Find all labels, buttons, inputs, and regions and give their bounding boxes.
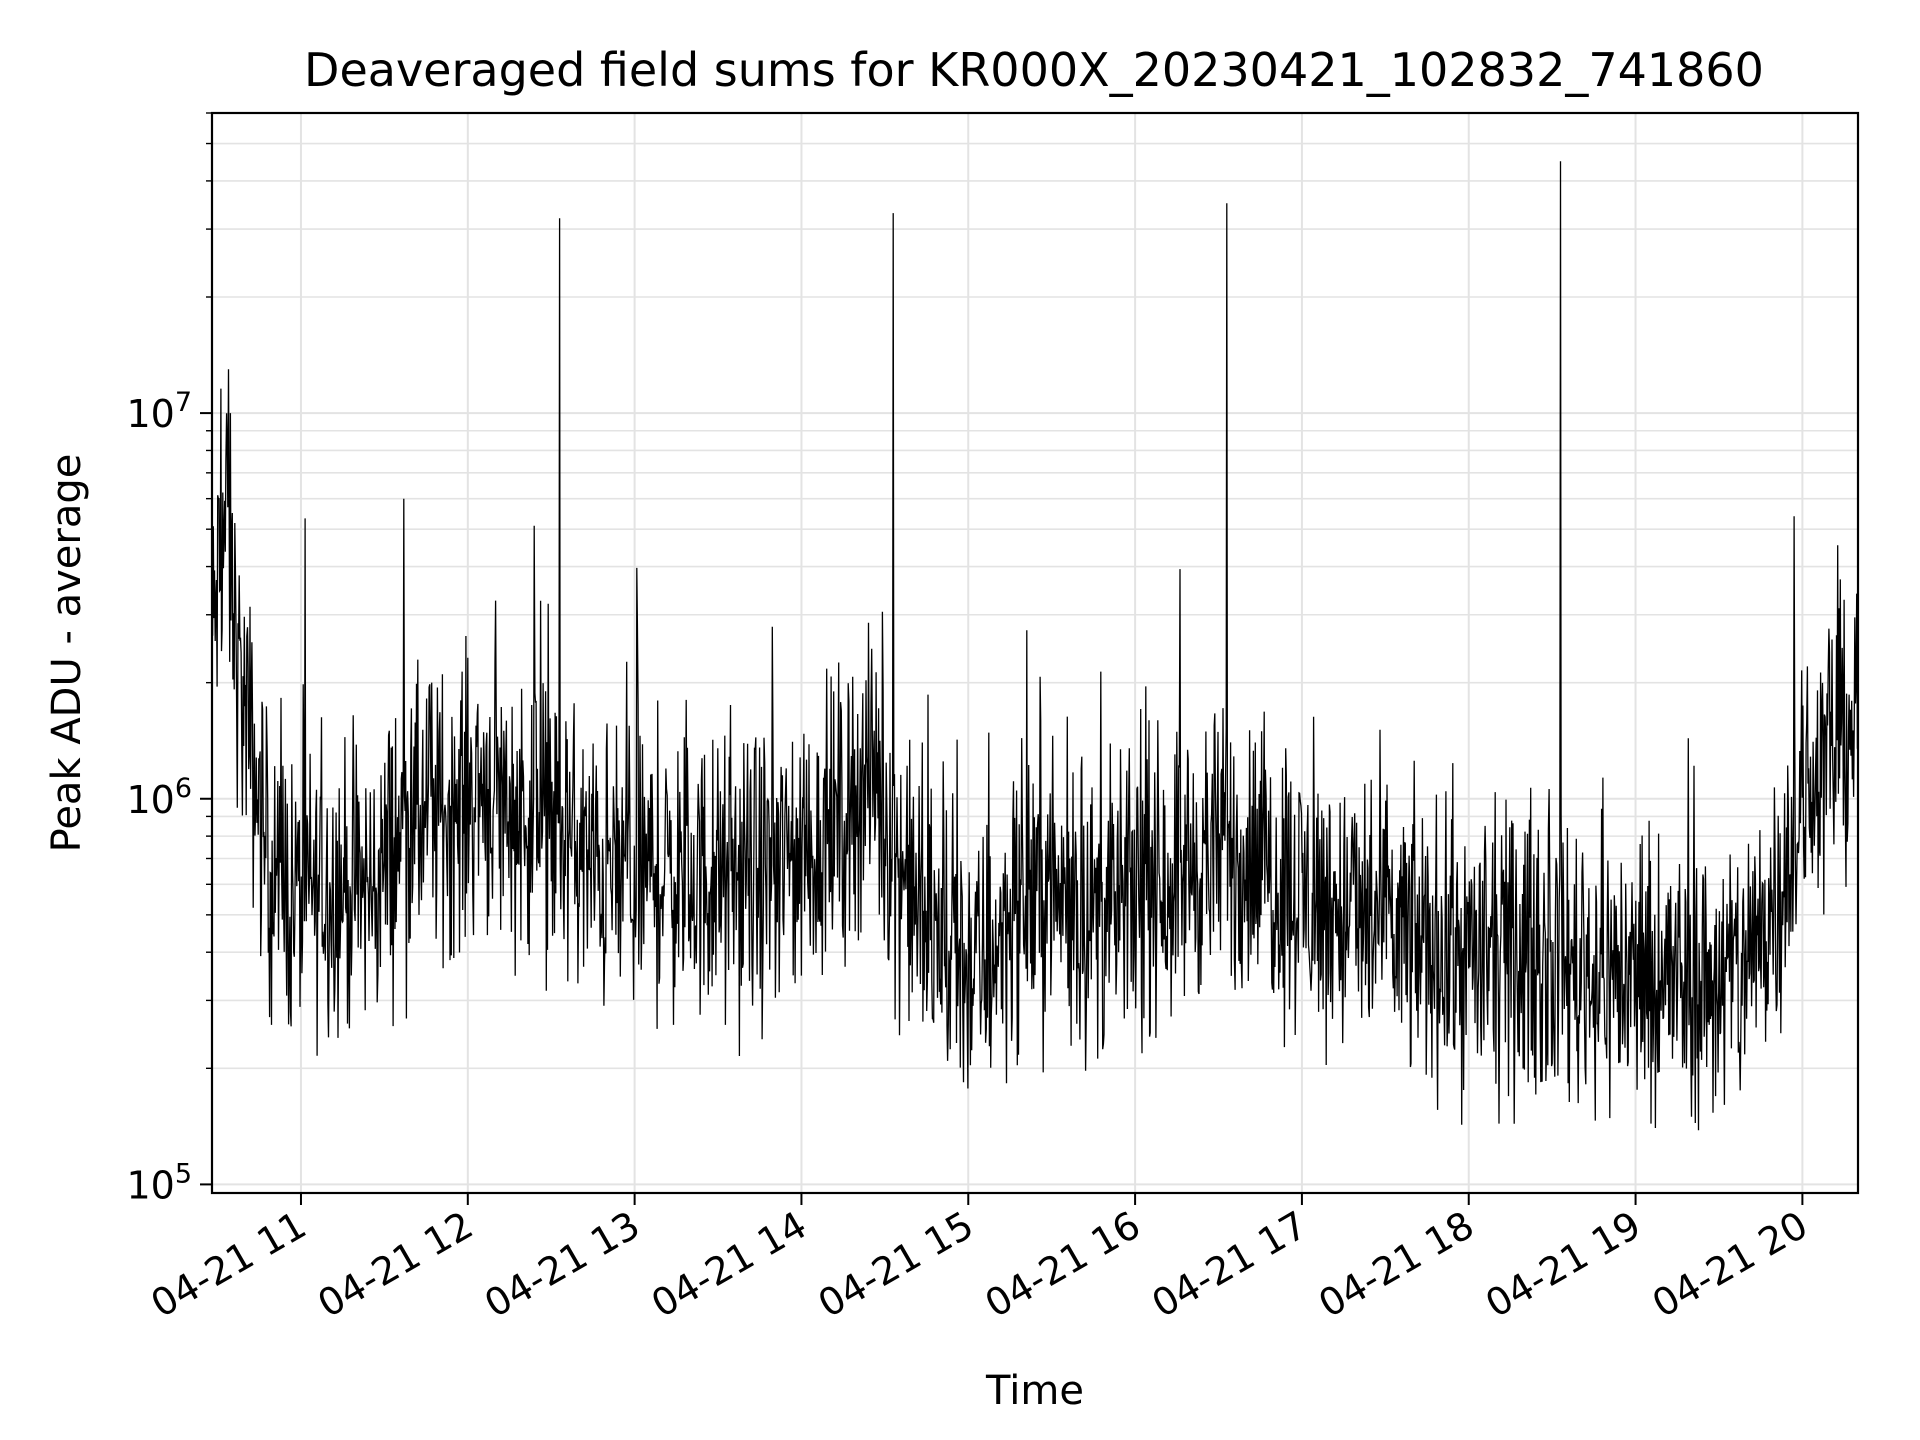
y-tick-label: 105 [126, 1158, 192, 1207]
y-axis-label: Peak ADU - average [44, 454, 90, 853]
y-axis: 105 106 107 [126, 112, 212, 1207]
y-tick-label: 107 [126, 387, 192, 436]
series-line [211, 161, 1859, 1131]
chart-title: Deaveraged field sums for KR000X_2023042… [304, 43, 1764, 97]
y-tick-label: 106 [126, 773, 192, 822]
series-path [211, 161, 1859, 1131]
x-axis-label: Time [985, 1368, 1084, 1414]
plot-area-frame [210, 111, 1860, 1195]
